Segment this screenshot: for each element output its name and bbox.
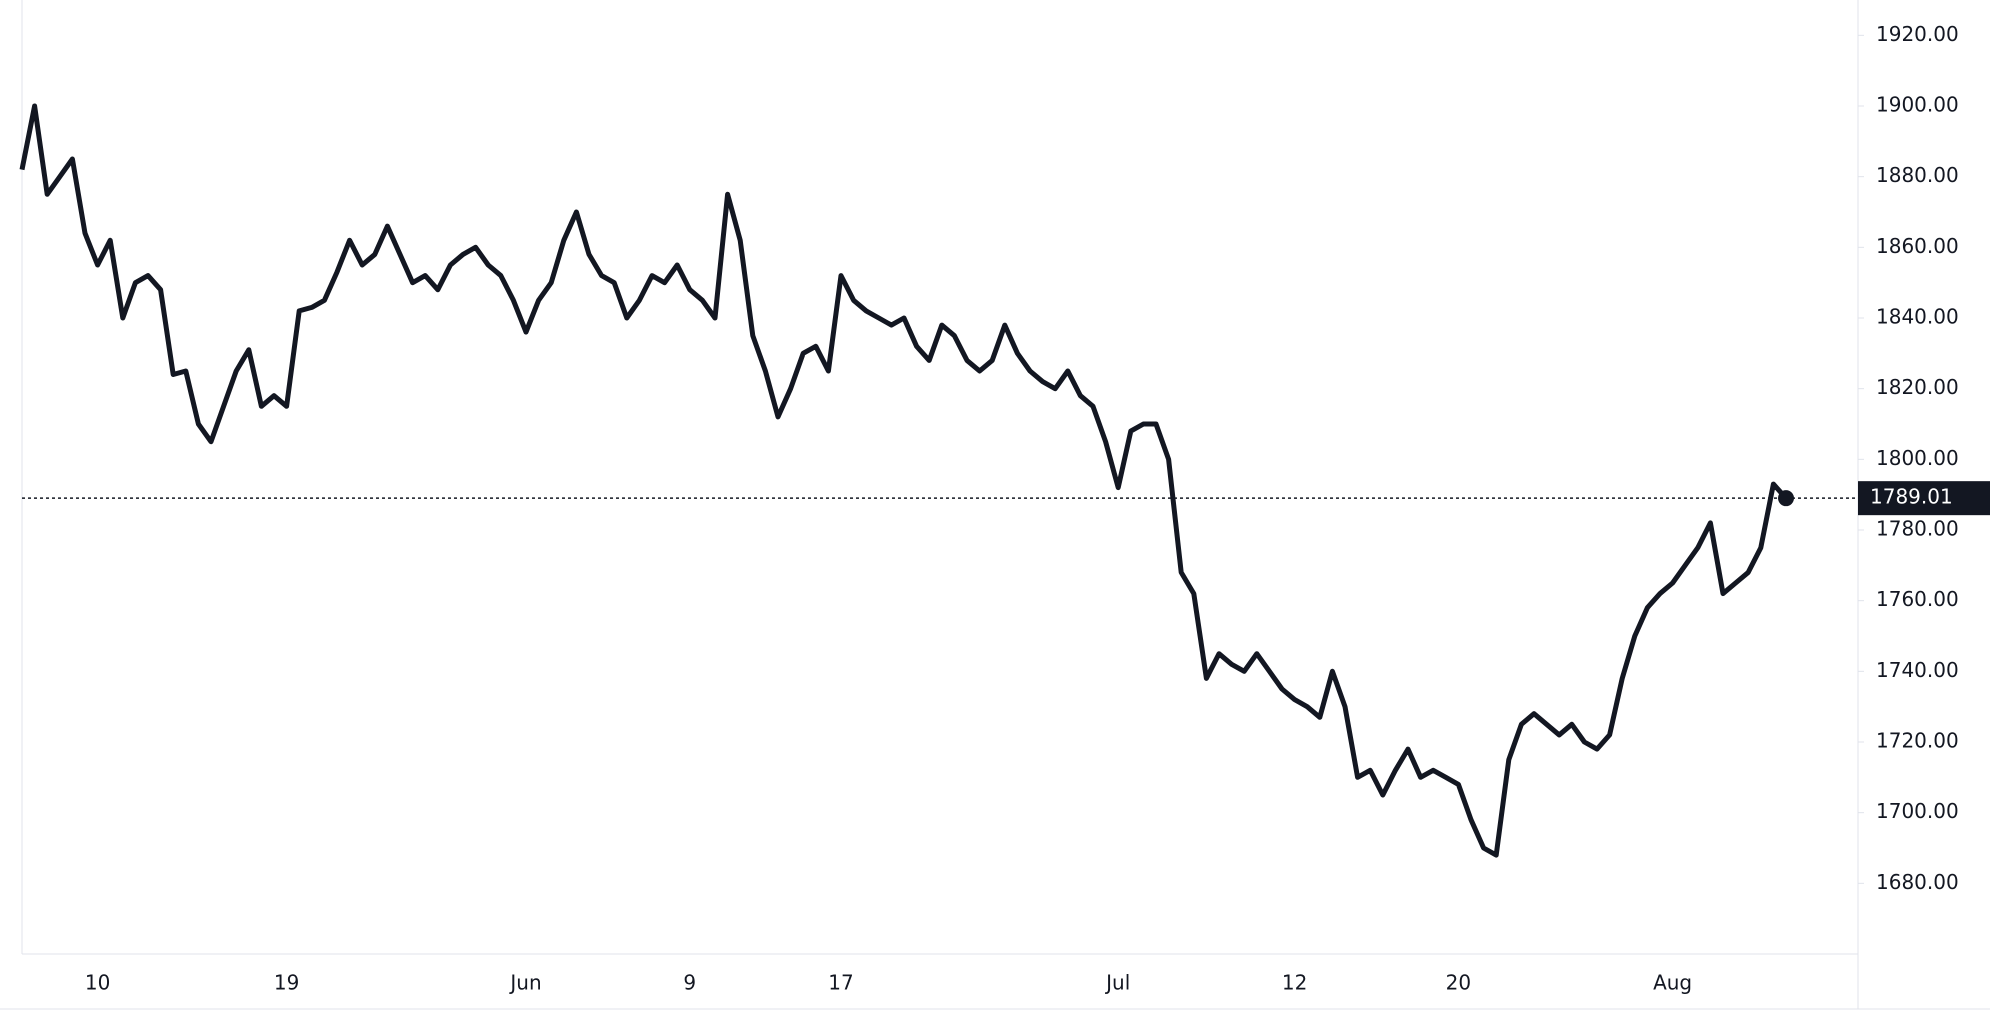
y-tick-label: 1860.00 [1876,234,1959,258]
x-tick-label: Jul [1104,971,1130,995]
last-point [1778,490,1794,507]
current-price-label: 1789.01 [1870,485,1953,509]
y-tick-label: 1760.00 [1876,587,1959,611]
y-tick-label: 1920.00 [1876,22,1959,46]
y-tick-label: 1900.00 [1876,93,1959,117]
x-tick-label: 17 [828,971,853,995]
y-tick-label: 1740.00 [1876,658,1959,682]
x-tick-label: 20 [1446,971,1471,995]
y-tick-label: 1880.00 [1876,163,1959,187]
x-tick-label: 12 [1282,971,1307,995]
y-tick-label: 1720.00 [1876,729,1959,753]
x-tick-label: Jun [508,971,541,995]
current-price-badge [1858,481,1990,516]
y-tick-label: 1700.00 [1876,799,1959,823]
x-tick-label: Aug [1653,971,1692,995]
y-tick-label: 1820.00 [1876,375,1959,399]
y-tick-label: 1680.00 [1876,870,1959,894]
price-line [19,103,1788,858]
y-tick-label: 1840.00 [1876,305,1959,329]
x-tick-label: 9 [683,971,696,995]
x-tick-label: 10 [85,971,110,995]
y-tick-label: 1800.00 [1876,446,1959,470]
y-tick-label: 1780.00 [1876,517,1959,541]
x-tick-label: 19 [274,971,299,995]
